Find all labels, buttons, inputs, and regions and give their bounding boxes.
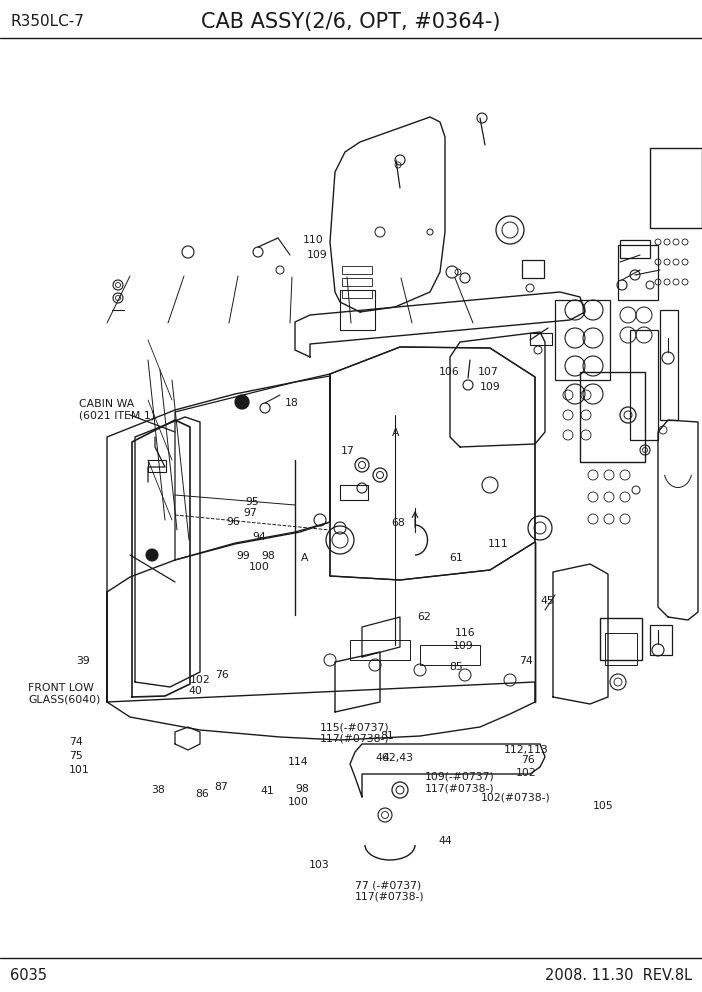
Text: 115(-#0737)
117(#0738-): 115(-#0737) 117(#0738-) <box>319 722 389 744</box>
Bar <box>555 300 610 380</box>
Bar <box>342 266 372 274</box>
Text: 101: 101 <box>69 765 90 775</box>
Text: 94: 94 <box>253 532 267 542</box>
Bar <box>340 290 375 330</box>
Text: 116: 116 <box>455 628 475 638</box>
Text: 68: 68 <box>392 518 406 528</box>
Text: 41: 41 <box>260 786 274 796</box>
Bar <box>342 290 372 298</box>
Text: A: A <box>300 553 308 562</box>
Text: A: A <box>392 428 399 437</box>
Text: 102(#0738-): 102(#0738-) <box>481 793 550 803</box>
Bar <box>530 333 552 345</box>
Circle shape <box>146 549 158 561</box>
Text: 109: 109 <box>479 382 501 392</box>
Text: R350LC-7: R350LC-7 <box>10 15 84 30</box>
Text: 45: 45 <box>541 596 555 606</box>
Text: 42,43: 42,43 <box>383 753 413 763</box>
Bar <box>620 240 650 258</box>
Text: 102: 102 <box>190 675 211 684</box>
Text: 100: 100 <box>249 562 270 572</box>
Text: 109: 109 <box>307 250 328 260</box>
Text: 95: 95 <box>246 497 260 507</box>
Bar <box>522 260 544 278</box>
Text: 40: 40 <box>188 686 202 696</box>
Text: 112,113: 112,113 <box>504 745 549 755</box>
Bar <box>350 640 410 660</box>
Bar <box>420 645 480 665</box>
Text: 75: 75 <box>69 751 83 761</box>
Text: 87: 87 <box>214 782 228 792</box>
Text: 6035: 6035 <box>10 967 47 982</box>
Text: 76: 76 <box>522 755 536 765</box>
Text: 77 (-#0737)
117(#0738-): 77 (-#0737) 117(#0738-) <box>355 880 425 902</box>
Text: 114: 114 <box>288 757 308 767</box>
Text: 17: 17 <box>340 446 355 456</box>
Text: 39: 39 <box>76 656 90 666</box>
Text: CABIN WA
(6021 ITEM 1): CABIN WA (6021 ITEM 1) <box>79 399 154 421</box>
Text: 111: 111 <box>488 539 508 549</box>
Text: 81: 81 <box>380 731 395 741</box>
Bar <box>148 460 166 472</box>
Bar <box>618 245 658 300</box>
Text: 74: 74 <box>69 737 83 747</box>
Text: CAB ASSY(2/6, OPT, #0364-): CAB ASSY(2/6, OPT, #0364-) <box>201 12 501 32</box>
Text: 61: 61 <box>449 553 463 562</box>
Bar <box>630 330 658 440</box>
Bar <box>340 485 368 500</box>
Text: 38: 38 <box>151 785 165 795</box>
Text: 105: 105 <box>593 801 614 810</box>
Text: 46: 46 <box>376 753 390 763</box>
Text: 18: 18 <box>285 398 299 408</box>
Bar <box>600 618 642 660</box>
Bar <box>650 148 702 228</box>
Text: 76: 76 <box>215 670 229 680</box>
Text: 98: 98 <box>261 551 275 560</box>
Circle shape <box>235 395 249 409</box>
Bar <box>342 278 372 286</box>
Text: 109(-#0737)
117(#0738-): 109(-#0737) 117(#0738-) <box>425 772 494 794</box>
Text: 85: 85 <box>449 662 463 672</box>
Bar <box>650 625 672 655</box>
Text: 103: 103 <box>309 860 330 870</box>
Text: 107: 107 <box>477 367 498 377</box>
Text: FRONT LOW
GLASS(6040): FRONT LOW GLASS(6040) <box>28 682 100 704</box>
Text: 106: 106 <box>439 367 460 377</box>
Text: 97: 97 <box>244 508 258 518</box>
Text: 62: 62 <box>418 612 432 622</box>
Text: 74: 74 <box>519 656 534 666</box>
Text: 99: 99 <box>237 551 251 560</box>
Text: 109: 109 <box>453 641 474 651</box>
Text: 44: 44 <box>439 836 453 846</box>
Text: 86: 86 <box>195 789 209 799</box>
Text: 2008. 11.30  REV.8L: 2008. 11.30 REV.8L <box>545 967 692 982</box>
Bar <box>605 633 637 665</box>
Text: 110: 110 <box>303 235 324 245</box>
Text: 98: 98 <box>295 784 309 794</box>
Bar <box>580 372 645 462</box>
Text: 100: 100 <box>288 797 309 806</box>
Bar <box>660 310 678 420</box>
Text: 96: 96 <box>226 517 240 527</box>
Text: 102: 102 <box>516 768 537 778</box>
